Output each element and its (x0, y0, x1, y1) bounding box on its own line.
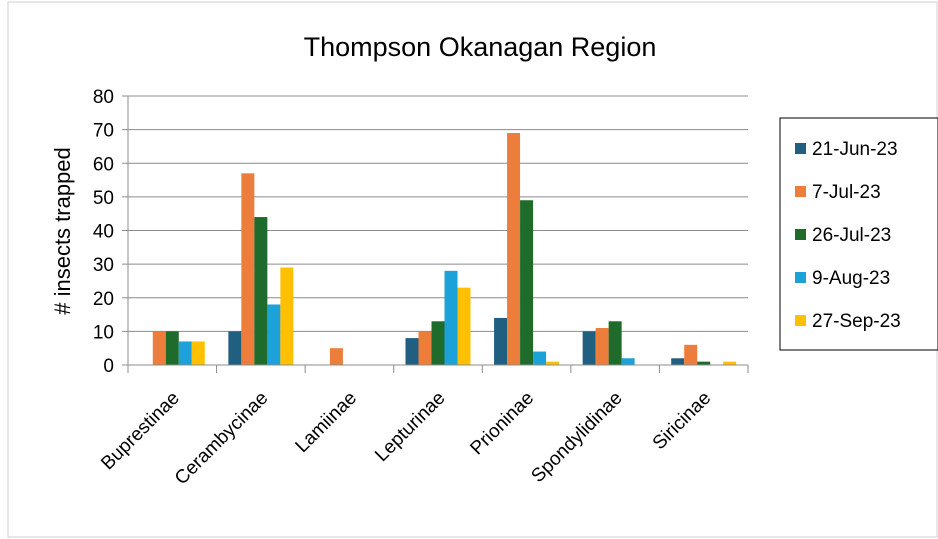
legend-label: 21-Jun-23 (812, 139, 898, 160)
bar (697, 361, 711, 365)
y-tick-label: 20 (93, 289, 114, 310)
bar (595, 328, 609, 365)
legend-box (779, 117, 938, 351)
bar (254, 217, 268, 365)
legend-swatch (795, 186, 806, 197)
bar (621, 358, 635, 365)
bar (329, 348, 343, 365)
bar (165, 331, 179, 365)
y-tick-label: 40 (93, 222, 114, 243)
bar (608, 321, 622, 365)
y-tick-label: 30 (93, 255, 114, 276)
bar (178, 341, 192, 365)
y-tick-label: 60 (93, 154, 114, 175)
y-axis-label: # insects trapped (50, 147, 75, 315)
bar (520, 200, 534, 365)
y-tick-label: 10 (93, 322, 114, 343)
bar (494, 317, 508, 365)
y-tick-label: 70 (93, 121, 114, 142)
y-tick-label: 80 (93, 87, 114, 108)
bar (191, 341, 205, 365)
legend-swatch (795, 315, 806, 326)
bar (267, 304, 281, 365)
bar (723, 361, 737, 365)
bar (228, 331, 242, 365)
bar (431, 321, 445, 365)
bar (241, 173, 255, 365)
bar (684, 344, 698, 365)
legend-label: 27-Sep-23 (812, 311, 901, 332)
bar (533, 351, 547, 365)
bar (444, 270, 458, 365)
bar (671, 358, 685, 365)
bar (280, 267, 294, 365)
bar (582, 331, 596, 365)
bar (418, 331, 432, 365)
y-tick-label: 0 (103, 356, 114, 377)
legend-swatch (795, 272, 806, 283)
legend-swatch (795, 143, 806, 154)
bar (457, 287, 471, 365)
legend-swatch (795, 229, 806, 240)
bar (405, 338, 419, 365)
legend-label: 7-Jul-23 (812, 182, 881, 203)
chart-title: Thompson Okanagan Region (304, 32, 657, 62)
y-tick-label: 50 (93, 188, 114, 209)
bar (546, 361, 560, 365)
legend-label: 26-Jul-23 (812, 225, 891, 246)
bar (152, 331, 166, 365)
legend-label: 9-Aug-23 (812, 268, 890, 289)
bar (507, 132, 521, 365)
